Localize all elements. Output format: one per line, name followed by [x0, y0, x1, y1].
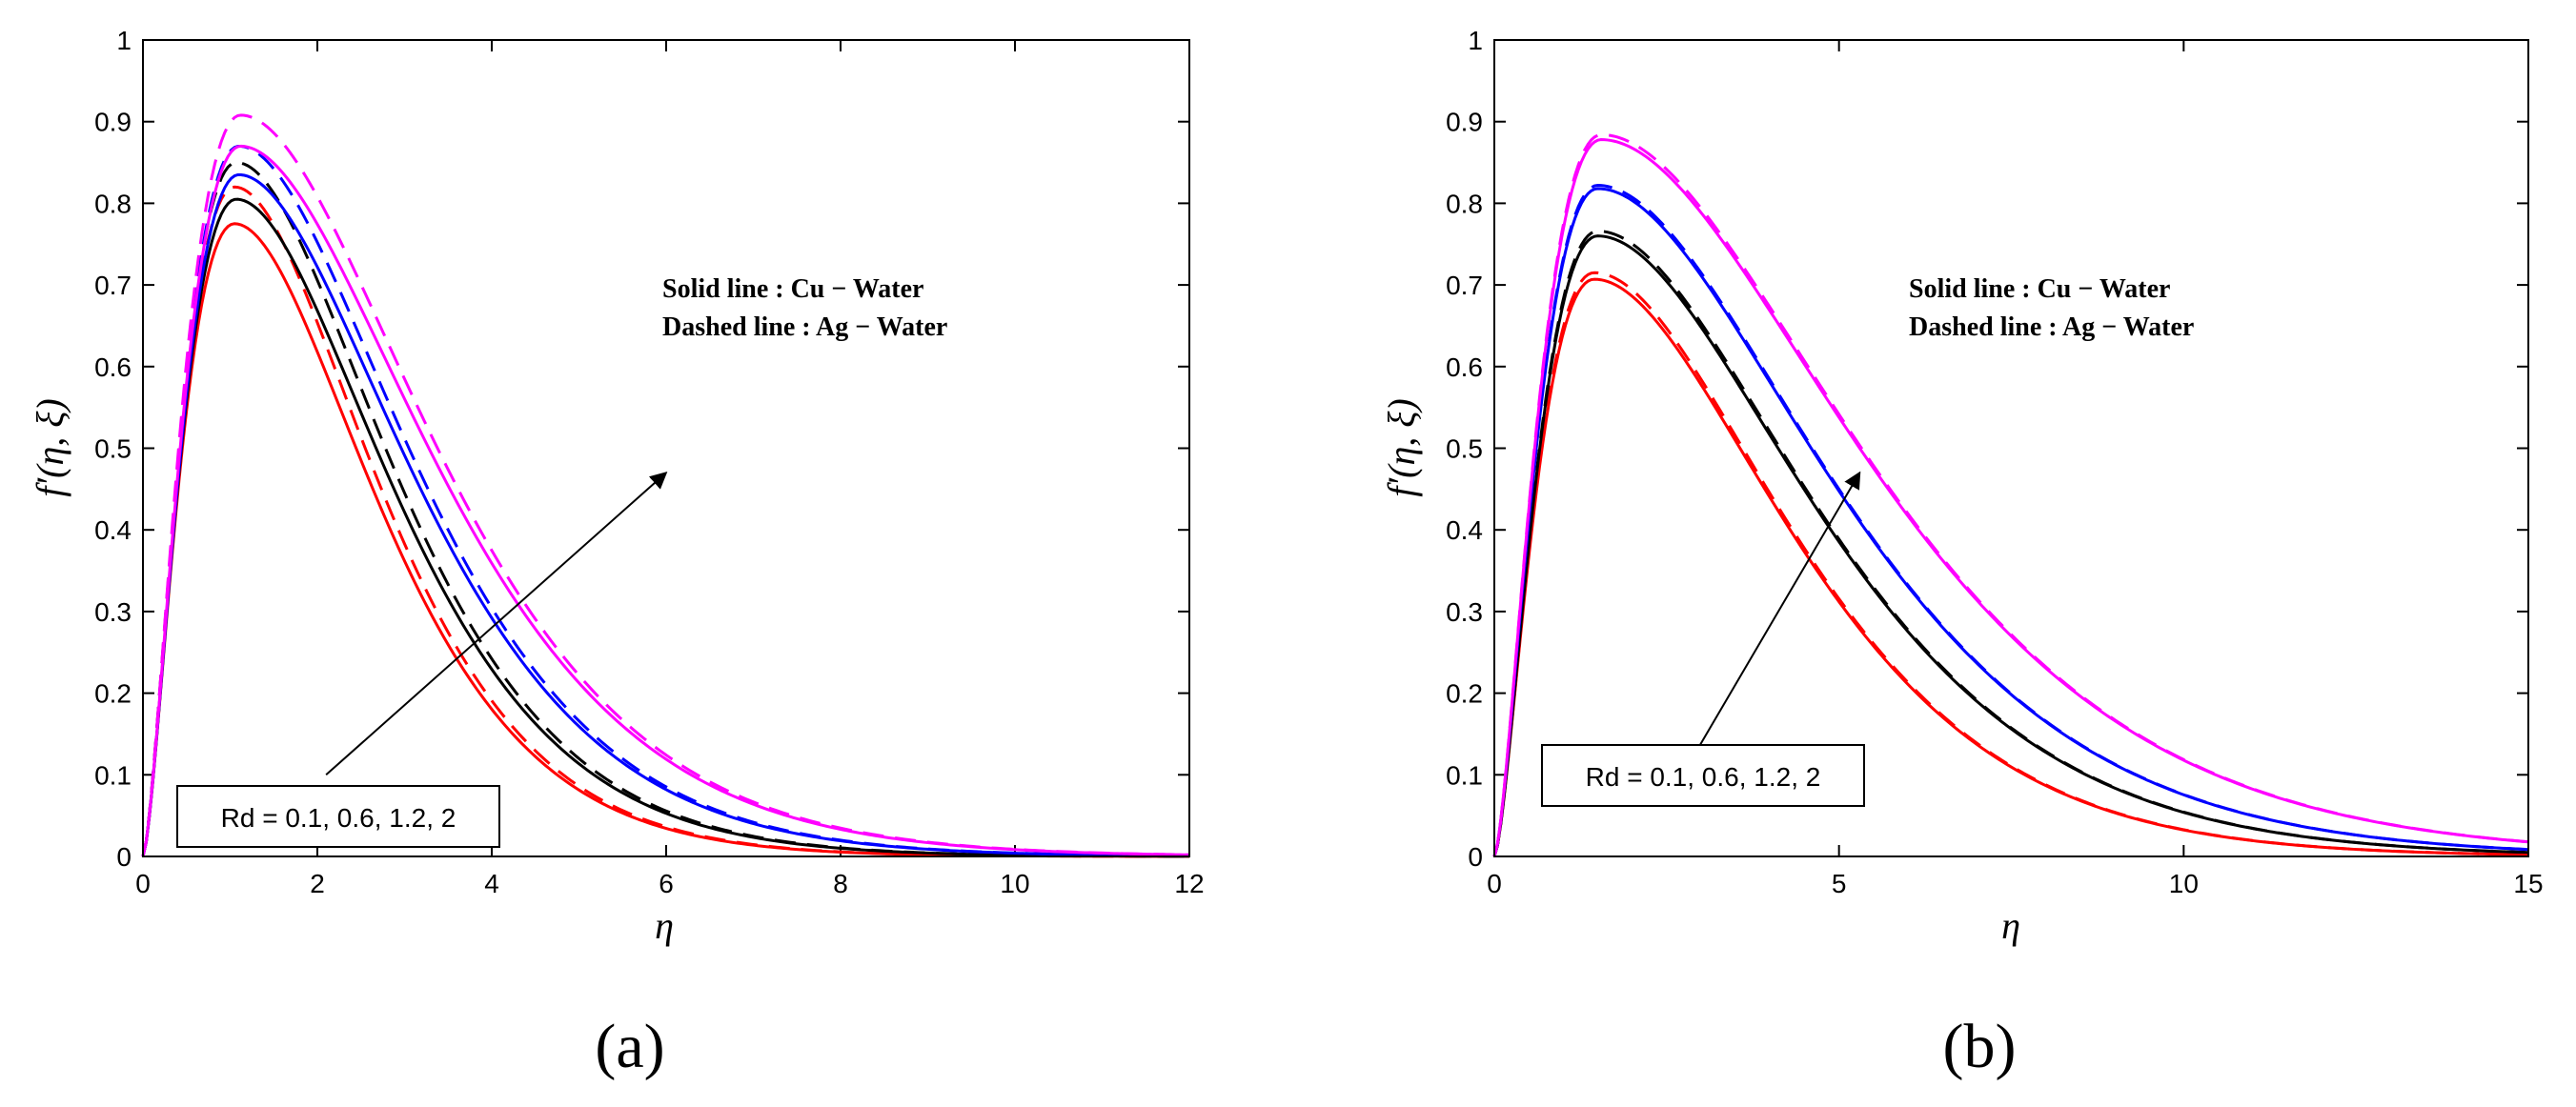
y-tick-label: 0.1 — [94, 760, 132, 790]
rd-increase-arrow — [1686, 471, 1861, 768]
solid-line-note: Solid line : Cu − Water — [662, 274, 923, 304]
rd-label-box — [1541, 744, 1865, 807]
y-tick-label: 0.4 — [94, 515, 132, 545]
y-tick-label: 0.5 — [1446, 434, 1483, 464]
x-tick-labels: 0 2 4 6 8 10 12 — [135, 869, 1204, 898]
solid-line-note: Solid line : Cu − Water — [1909, 274, 2170, 304]
series-line-ag-water — [1492, 132, 2529, 857]
y-tick-labels: 0 0.1 0.2 0.3 0.4 0.5 0.6 0.7 0.8 0.9 1 — [1446, 26, 1483, 872]
series-line-ag-water — [141, 113, 1190, 857]
y-tick-label: 0.9 — [1446, 108, 1483, 137]
panel-label-b: (b) — [1943, 1012, 2017, 1081]
chart-panel-b: 0 0.1 0.2 0.3 0.4 0.5 0.6 0.7 0.8 0.9 1 0 5 10 15 Rd … — [1380, 26, 2544, 1081]
rd-label: Rd = 0.1, 0.6, 1.2, 2 — [221, 803, 456, 833]
series-line-cu-water — [141, 172, 1190, 857]
series-line-cu-water — [141, 144, 1190, 857]
x-tick-label: 0 — [1487, 869, 1502, 898]
series-line-cu-water — [1492, 277, 2529, 857]
x-tick-label: 4 — [484, 869, 499, 898]
x-axis-label: η — [2001, 904, 2020, 947]
rd-increase-arrow — [325, 472, 668, 776]
x-axis-label: η — [655, 904, 674, 947]
y-tick-label: 0.2 — [1446, 679, 1483, 709]
y-tick-label: 0.7 — [1446, 271, 1483, 300]
series-line-ag-water — [141, 144, 1190, 857]
x-tick-label: 5 — [1832, 869, 1847, 898]
x-tick-label: 0 — [135, 869, 151, 898]
y-tick-label: 0.3 — [1446, 597, 1483, 627]
series-line-ag-water — [1492, 184, 2529, 857]
y-tick-label: 1 — [1468, 26, 1483, 55]
plot-area-background — [1494, 40, 2528, 856]
y-tick-label: 0.3 — [94, 597, 132, 627]
y-tick-label: 0.8 — [1446, 189, 1483, 218]
plot-area-background — [143, 40, 1189, 856]
x-tick-label: 2 — [310, 869, 325, 898]
plot-frame — [142, 39, 1190, 857]
x-tick-label: 12 — [1174, 869, 1204, 898]
y-tick-label: 0.4 — [1446, 515, 1483, 545]
y-tick-label: 0 — [1468, 842, 1483, 872]
series-line-ag-water — [141, 161, 1190, 858]
rd-label-box — [176, 785, 500, 848]
y-tick-label: 0.5 — [94, 434, 132, 464]
plot-frame — [1493, 39, 2529, 857]
rd-label: Rd = 0.1, 0.6, 1.2, 2 — [1586, 762, 1821, 792]
plot-lines — [1492, 132, 2529, 857]
x-tick-label: 10 — [2169, 869, 2199, 898]
series-line-ag-water — [1492, 271, 2529, 857]
y-tick-label: 0.8 — [94, 189, 132, 218]
y-axis-label: f′(η, ξ) — [1380, 398, 1423, 496]
y-tick-label: 0.1 — [1446, 760, 1483, 790]
x-tick-label: 15 — [2513, 869, 2543, 898]
y-tick-label: 0.2 — [94, 679, 132, 709]
y-tick-labels: 0 0.1 0.2 0.3 0.4 0.5 0.6 0.7 0.8 0.9 1 — [94, 26, 132, 872]
dashed-line-note: Dashed line : Ag − Water — [1909, 312, 2194, 342]
x-tick-label: 10 — [1000, 869, 1029, 898]
y-tick-label: 0.7 — [94, 271, 132, 300]
y-tick-label: 0.9 — [94, 108, 132, 137]
chart-panel-a: 00.10.20.30.40.50.60.70.80.91 0 2 4 6 8 10 12 … — [29, 26, 1205, 1081]
x-tick-labels: 0 5 10 15 — [1487, 869, 2543, 898]
x-tick-label: 6 — [659, 869, 674, 898]
y-axis-label: f′(η, ξ) — [29, 398, 71, 496]
y-tick-label: 0 — [116, 842, 132, 872]
series-line-ag-water — [1492, 230, 2529, 857]
y-tick-label: 0.6 — [1446, 352, 1483, 382]
dashed-line-note: Dashed line : Ag − Water — [662, 312, 947, 342]
y-tick-label: 0.6 — [94, 352, 132, 382]
x-tick-label: 8 — [833, 869, 848, 898]
panel-label-a: (a) — [595, 1012, 664, 1081]
y-tick-label: 1 — [116, 26, 132, 55]
